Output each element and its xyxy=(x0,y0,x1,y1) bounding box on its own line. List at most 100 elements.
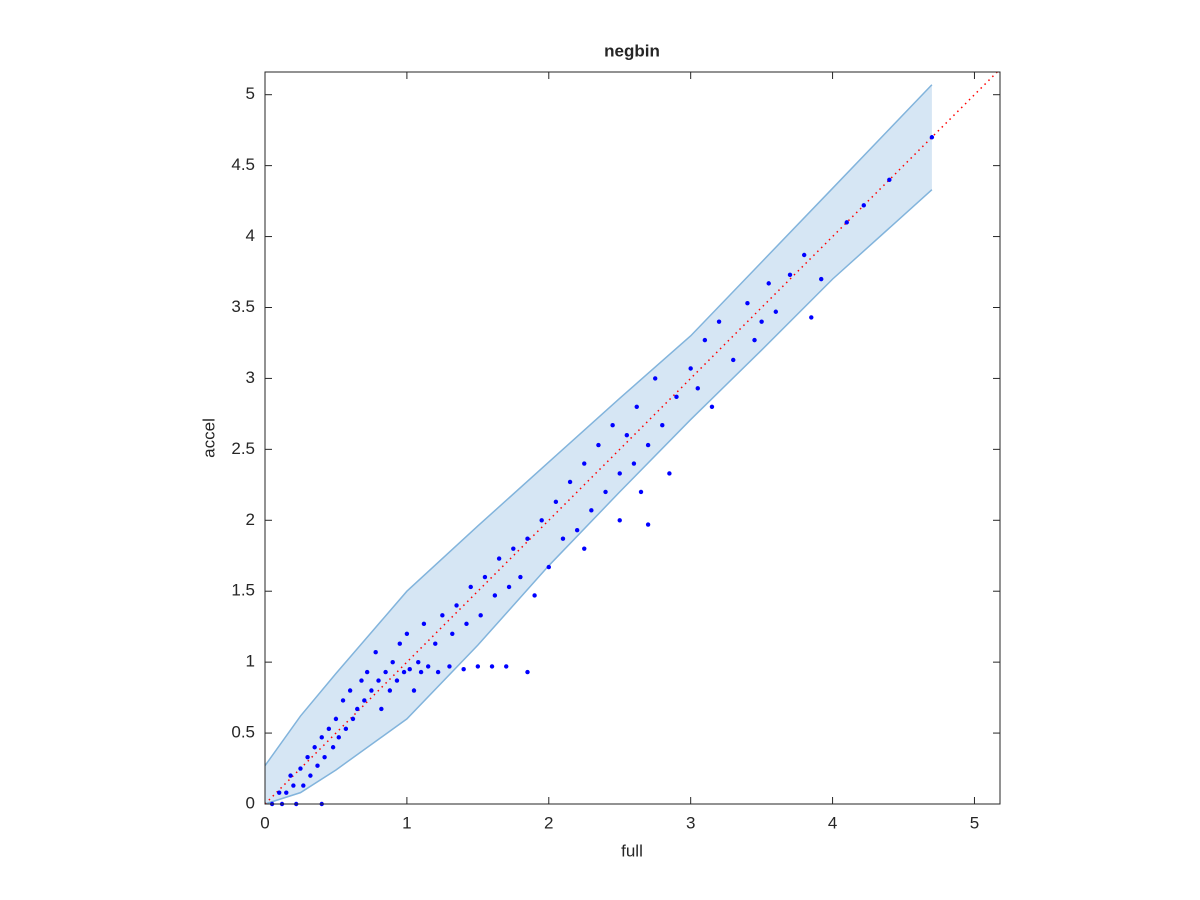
scatter-point xyxy=(454,603,459,608)
scatter-point xyxy=(336,735,341,740)
scatter-point xyxy=(315,763,320,768)
y-tick-label: 1.5 xyxy=(231,581,255,600)
scatter-point xyxy=(887,177,892,183)
scatter-point xyxy=(745,301,750,306)
scatter-point xyxy=(284,790,289,795)
scatter-point xyxy=(560,536,566,541)
scatter-point xyxy=(319,735,324,740)
scatter-point xyxy=(624,432,630,438)
scatter-point xyxy=(582,461,587,466)
x-tick-label: 4 xyxy=(828,813,837,832)
scatter-point xyxy=(390,659,395,665)
scatter-point xyxy=(610,423,615,428)
scatter-point xyxy=(539,518,544,523)
scatter-point xyxy=(546,564,551,570)
y-tick-label: 3 xyxy=(246,368,255,387)
scatter-point xyxy=(617,518,622,523)
scatter-point xyxy=(861,203,866,208)
x-tick-label: 1 xyxy=(402,813,411,832)
scatter-point xyxy=(322,754,327,760)
y-tick-label: 2.5 xyxy=(231,439,255,458)
scatter-point xyxy=(638,489,644,495)
scatter-point xyxy=(482,574,488,580)
scatter-point xyxy=(844,220,849,225)
scatter-point xyxy=(450,631,455,636)
scatter-point xyxy=(326,726,332,732)
y-tick-label: 0.5 xyxy=(231,723,255,742)
scatter-point xyxy=(461,667,466,672)
scatter-point xyxy=(330,745,336,750)
scatter-point xyxy=(603,489,608,495)
scatter-point xyxy=(631,461,637,466)
scatter-point xyxy=(464,621,469,627)
scatter-point xyxy=(553,499,559,505)
scatter-point xyxy=(709,404,715,409)
scatter-point xyxy=(525,536,530,541)
scatter-point xyxy=(489,664,495,669)
scatter-point xyxy=(645,522,651,527)
scatter-point xyxy=(674,394,679,400)
scatter-point xyxy=(397,641,402,646)
scatter-point xyxy=(809,315,814,320)
scatter-point xyxy=(376,678,381,683)
scatter-point xyxy=(418,669,424,675)
scatter-point xyxy=(773,309,779,314)
scatter-point xyxy=(492,593,498,598)
scatter-point xyxy=(511,546,516,551)
scatter-point xyxy=(929,135,935,140)
y-tick-label: 0 xyxy=(246,793,255,812)
scatter-point xyxy=(653,376,658,381)
scatter-point xyxy=(506,584,512,590)
scatter-point xyxy=(305,754,310,760)
scatter-point xyxy=(407,667,412,672)
scatter-point xyxy=(801,252,807,258)
scatter-point xyxy=(645,442,651,448)
band-upper-edge xyxy=(264,84,933,767)
scatter-point xyxy=(525,669,530,675)
scatter-point xyxy=(425,664,431,669)
scatter-point xyxy=(468,584,473,590)
scatter-point xyxy=(447,664,452,669)
scatter-point xyxy=(660,423,665,428)
scatter-point xyxy=(301,783,306,788)
x-tick-label: 2 xyxy=(544,813,553,832)
scatter-point xyxy=(383,669,388,675)
scatter-point xyxy=(333,716,339,722)
scatter-point xyxy=(394,678,400,683)
scatter-point xyxy=(359,678,364,683)
scatter-point xyxy=(567,479,573,485)
scatter-point xyxy=(387,688,393,693)
scatter-point xyxy=(819,276,824,282)
x-axis-label: full xyxy=(621,841,643,860)
scatter-point xyxy=(369,688,374,693)
scatter-point xyxy=(411,688,417,693)
scatter-point xyxy=(308,773,313,778)
scatter-point xyxy=(596,442,601,448)
scatter-point xyxy=(617,471,622,476)
scatter-point xyxy=(379,706,384,712)
plot-frame xyxy=(264,71,1001,805)
x-tick-label: 5 xyxy=(970,813,979,832)
scatter-point xyxy=(496,556,502,561)
scatter-point xyxy=(504,664,509,669)
scatter-point xyxy=(362,698,367,703)
scatter-point xyxy=(475,664,481,669)
y-tick-label: 3.5 xyxy=(231,297,255,316)
scatter-point xyxy=(574,528,580,533)
scatter-point xyxy=(276,790,282,795)
chart-title: negbin xyxy=(604,41,660,60)
scatter-point xyxy=(416,659,421,665)
scatter-point xyxy=(421,621,427,627)
y-tick-label: 4 xyxy=(246,226,255,245)
scatter-point xyxy=(532,593,537,598)
scatter-point xyxy=(589,508,594,513)
y-axis-label: accel xyxy=(199,418,218,458)
scatter-point xyxy=(695,386,700,391)
scatter-point xyxy=(433,641,438,646)
y-tick-label: 4.5 xyxy=(231,155,255,174)
scatter-point xyxy=(298,766,303,771)
scatter-point xyxy=(401,669,407,675)
scatter-point xyxy=(373,650,378,655)
scatter-point xyxy=(355,706,360,712)
